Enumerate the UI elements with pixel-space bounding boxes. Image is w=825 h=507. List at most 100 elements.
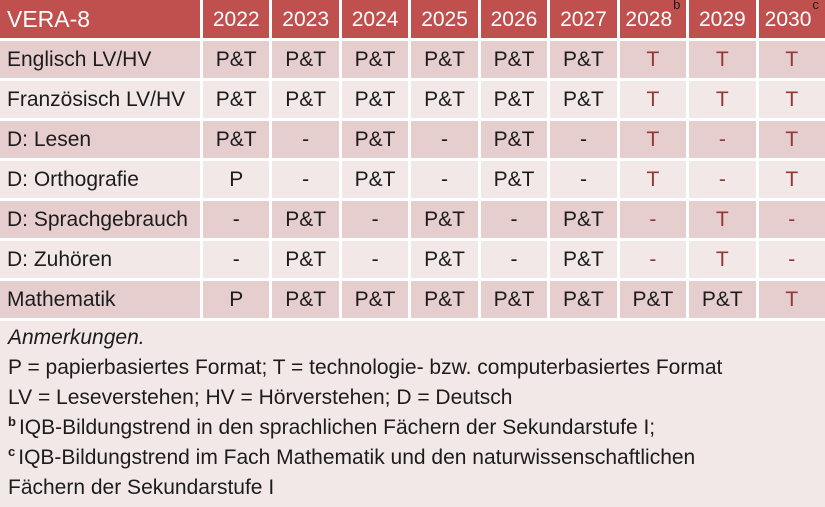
year-label: 2030 <box>764 7 812 31</box>
value-cell: P&T <box>203 41 270 78</box>
value-cell: - <box>550 161 617 198</box>
value-cell: T <box>758 281 825 318</box>
year-header-2025: 2025 <box>411 0 478 38</box>
note-footnote-marker: b <box>8 414 16 429</box>
value-cell: P&T <box>411 241 478 278</box>
row-label: Englisch LV/HV <box>0 41 200 78</box>
value-cell: - <box>619 201 687 238</box>
value-cell: T <box>619 81 687 118</box>
value-cell: T <box>689 201 756 238</box>
year-label: 2023 <box>282 7 330 31</box>
value-cell: P&T <box>272 281 339 318</box>
note-line: b IQB-Bildungstrend in den sprachlichen F… <box>8 413 773 443</box>
value-cell: - <box>480 241 548 278</box>
value-cell: T <box>619 161 687 198</box>
value-cell: T <box>689 41 756 78</box>
value-cell: P&T <box>480 121 548 158</box>
value-cell: P&T <box>203 81 270 118</box>
value-cell: - <box>550 121 617 158</box>
value-cell: P&T <box>341 41 409 78</box>
value-cell: - <box>203 201 270 238</box>
row-label: D: Zuhören <box>0 241 200 278</box>
value-cell: P&T <box>411 81 478 118</box>
note-line: c IQB-Bildungstrend im Fach Mathematik un… <box>8 443 773 503</box>
note-line: P = papierbasiertes Format; T = technolo… <box>8 353 773 383</box>
value-cell: P&T <box>341 121 409 158</box>
value-cell: T <box>758 121 825 158</box>
year-label: 2026 <box>490 7 538 31</box>
value-cell: - <box>272 121 339 158</box>
table-title: VERA-8 <box>0 0 200 38</box>
year-label: 2027 <box>560 7 607 31</box>
value-cell: P&T <box>341 161 409 198</box>
value-cell: P&T <box>550 281 617 318</box>
value-cell: P&T <box>341 81 409 118</box>
year-header-2023: 2023 <box>272 0 339 38</box>
value-cell: T <box>758 81 825 118</box>
note-line: Anmerkungen. <box>8 323 773 353</box>
value-cell: P&T <box>550 81 617 118</box>
value-cell: P&T <box>272 41 339 78</box>
value-cell: T <box>758 41 825 78</box>
row-label: D: Sprachgebrauch <box>0 201 200 238</box>
row-label: Mathematik <box>0 281 200 318</box>
table-notes: Anmerkungen. P = papierbasiertes Format; … <box>0 321 825 507</box>
value-cell: - <box>619 241 687 278</box>
value-cell: T <box>619 121 687 158</box>
year-header-2026: 2026 <box>480 0 548 38</box>
value-cell: - <box>480 201 548 238</box>
value-cell: P&T <box>272 81 339 118</box>
value-cell: - <box>341 201 409 238</box>
note-text: IQB-Bildungstrend im Fach Mathematik und… <box>8 446 696 499</box>
value-cell: P&T <box>411 281 478 318</box>
value-cell: P&T <box>550 41 617 78</box>
value-cell: T <box>689 241 756 278</box>
value-cell: P&T <box>480 81 548 118</box>
note-text: LV = Leseverstehen; HV = Hörverstehen; D… <box>8 386 513 409</box>
year-header-2027: 2027 <box>550 0 617 38</box>
year-header-2028: 2028 b <box>619 0 687 38</box>
value-cell: P <box>203 161 270 198</box>
value-cell: P&T <box>480 281 548 318</box>
value-cell: P&T <box>550 201 617 238</box>
value-cell: - <box>411 121 478 158</box>
value-cell: P&T <box>411 201 478 238</box>
note-footnote-marker: c <box>8 444 16 459</box>
value-cell: T <box>689 81 756 118</box>
row-label: Französisch LV/HV <box>0 81 200 118</box>
year-header-2022: 2022 <box>203 0 270 38</box>
value-cell: P <box>203 281 270 318</box>
year-label: 2025 <box>421 7 468 31</box>
value-cell: P&T <box>619 281 687 318</box>
note-text: Anmerkungen. <box>8 326 145 349</box>
note-text: P = papierbasiertes Format; T = technolo… <box>8 356 723 379</box>
year-header-2030: 2030 c <box>758 0 825 38</box>
value-cell: P&T <box>689 281 756 318</box>
note-text: IQB-Bildungstrend in den sprachlichen Fä… <box>18 416 656 439</box>
value-cell: - <box>758 241 825 278</box>
value-cell: - <box>689 121 756 158</box>
value-cell: P&T <box>480 161 548 198</box>
value-cell: P&T <box>203 121 270 158</box>
year-label: 2024 <box>351 7 399 31</box>
value-cell: - <box>341 241 409 278</box>
value-cell: T <box>758 161 825 198</box>
row-label: D: Orthografie <box>0 161 200 198</box>
value-cell: P&T <box>272 241 339 278</box>
value-cell: P&T <box>411 41 478 78</box>
value-cell: - <box>203 241 270 278</box>
value-cell: P&T <box>272 201 339 238</box>
year-header-2024: 2024 <box>341 0 409 38</box>
value-cell: P&T <box>550 241 617 278</box>
value-cell: - <box>411 161 478 198</box>
year-header-2029: 2029 <box>689 0 756 38</box>
year-label: 2029 <box>698 7 746 31</box>
value-cell: - <box>689 161 756 198</box>
value-cell: T <box>619 41 687 78</box>
value-cell: - <box>758 201 825 238</box>
value-cell: P&T <box>480 41 548 78</box>
value-cell: P&T <box>341 281 409 318</box>
value-cell: - <box>272 161 339 198</box>
row-label: D: Lesen <box>0 121 200 158</box>
